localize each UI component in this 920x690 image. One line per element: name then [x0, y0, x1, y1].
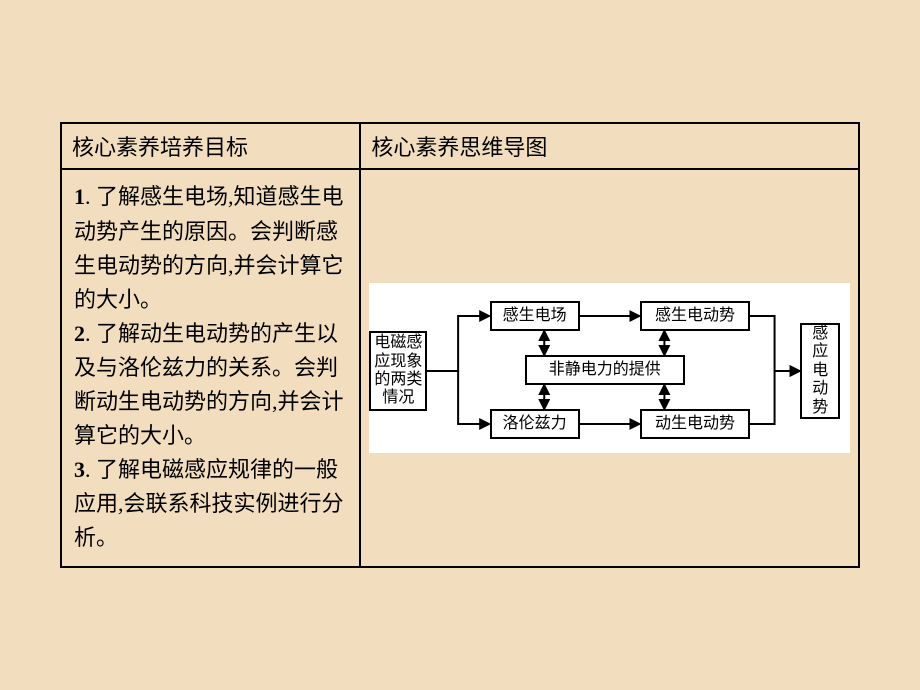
competency-table: 核心素养培养目标 核心素养思维导图 1. 了解感生电场,知道感生电动势产生的原因…	[60, 122, 860, 567]
diagram-node-src: 电磁感应现象的两类情况	[369, 331, 427, 411]
diagram-node-bot1: 洛伦兹力	[490, 409, 580, 439]
mindmap-diagram: 电磁感应现象的两类情况 感生电场 感生电动势非静电力的提供洛伦兹力 动生电动势 感应电动…	[369, 283, 850, 453]
diagram-cell: 电磁感应现象的两类情况 感生电场 感生电动势非静电力的提供洛伦兹力 动生电动势 感应电动…	[360, 169, 859, 566]
diagram-node-top1: 感生电场	[490, 301, 580, 331]
objective-item: 3. 了解电磁感应规律的一般应用,会联系科技实例进行分析。	[74, 453, 347, 555]
header-left: 核心素养培养目标	[61, 123, 360, 169]
objectives-cell: 1. 了解感生电场,知道感生电动势产生的原因。会判断感生电动势的方向,并会计算它…	[61, 169, 360, 566]
objectives-list: 1. 了解感生电场,知道感生电动势产生的原因。会判断感生电动势的方向,并会计算它…	[74, 180, 347, 555]
objective-item: 2. 了解动生电动势的产生以及与洛伦兹力的关系。会判断动生电动势的方向,并会计算…	[74, 317, 347, 453]
header-right: 核心素养思维导图	[360, 123, 859, 169]
objective-item: 1. 了解感生电场,知道感生电动势产生的原因。会判断感生电动势的方向,并会计算它…	[74, 180, 347, 316]
diagram-node-bot2: 动生电动势	[640, 409, 750, 439]
diagram-node-dst: 感应电动势	[800, 323, 840, 419]
diagram-node-top2: 感生电动势	[640, 301, 750, 331]
diagram-node-mid: 非静电力的提供	[525, 355, 685, 385]
